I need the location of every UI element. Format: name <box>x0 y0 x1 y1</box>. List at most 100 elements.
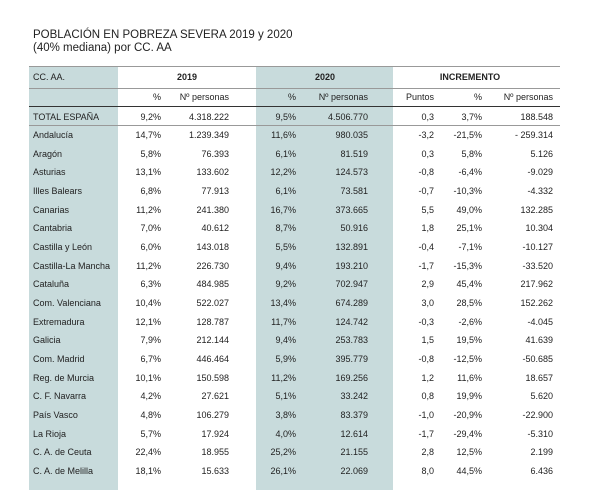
cell: 10,4% <box>135 298 161 309</box>
cell: 980.035 <box>335 130 368 140</box>
cell: 212.144 <box>196 335 229 346</box>
cell: 9,4% <box>275 260 296 271</box>
sub-header: Nº personas <box>503 92 553 102</box>
row-label: Reg. de Murcia <box>33 372 95 383</box>
row-label: Com. Madrid <box>33 354 85 365</box>
row-label: Extremadura <box>33 316 85 327</box>
cell: 22,4% <box>135 447 161 458</box>
cell: 26,1% <box>270 466 296 477</box>
cell: -12,5% <box>453 354 482 365</box>
cell: 7,0% <box>140 223 161 234</box>
cell: 22.069 <box>340 466 368 477</box>
cell: 5.620 <box>530 391 553 402</box>
cell: 16,7% <box>270 204 296 215</box>
cell: -0,4 <box>418 242 434 253</box>
cell: -21,5% <box>453 130 482 140</box>
row-label: Andalucía <box>33 130 74 140</box>
cell: 6,0% <box>140 242 161 253</box>
cell: 6,1% <box>275 186 296 196</box>
cell: 5,5 <box>421 204 434 215</box>
cell: -10,3% <box>453 186 482 196</box>
cell: 6,1% <box>275 148 296 159</box>
cell: -1,7 <box>418 428 434 439</box>
cell: 11,6% <box>271 130 296 140</box>
row-label: Canarias <box>33 204 70 215</box>
cell: 106.279 <box>196 410 229 421</box>
cell: 4.506.770 <box>327 112 368 122</box>
row-label: Aragón <box>33 148 63 159</box>
cell: 9,2% <box>140 112 161 122</box>
cell: 253.783 <box>335 335 368 346</box>
cell: 76.393 <box>201 148 229 159</box>
cell: 1.239.349 <box>188 130 229 140</box>
cell: -20,9% <box>453 410 482 421</box>
group-header: CC. AA. <box>33 72 66 82</box>
cell: -1,7 <box>418 260 434 271</box>
cell: 18.657 <box>525 372 553 383</box>
cell: -9.029 <box>527 167 553 178</box>
cell: 19,9% <box>456 391 482 402</box>
cell: 1,2 <box>421 372 434 383</box>
row-label: Com. Valenciana <box>33 298 101 309</box>
cell: 12,5% <box>456 447 482 458</box>
cell: 5,1% <box>275 391 296 402</box>
cell: 2.199 <box>530 447 553 458</box>
cell: -3,2 <box>418 130 434 140</box>
cell: 44,5% <box>456 466 482 477</box>
cell: 9,5% <box>275 112 296 122</box>
row-label: Cantabria <box>33 223 73 234</box>
cell: 226.730 <box>196 260 229 271</box>
cell: 45,4% <box>456 279 482 290</box>
cell: 3,8% <box>275 410 296 421</box>
band-label <box>29 66 118 490</box>
cell: 10.304 <box>525 223 553 234</box>
cell: -6,4% <box>458 167 482 178</box>
cell: 0,8 <box>421 391 434 402</box>
row-label: TOTAL ESPAÑA <box>33 112 100 122</box>
row-label: País Vasco <box>33 410 78 421</box>
sub-header: Nº personas <box>318 92 368 102</box>
sub-header: Nº personas <box>179 92 229 102</box>
cell: 11,2% <box>271 372 296 383</box>
cell: 19,5% <box>456 335 482 346</box>
sub-header: % <box>473 92 482 102</box>
cell: 0,3 <box>421 112 434 122</box>
cell: 18,1% <box>135 466 161 477</box>
cell: -0,8 <box>418 354 434 365</box>
rule <box>29 125 560 126</box>
cell: 2,8 <box>421 447 434 458</box>
cell: 124.742 <box>335 316 368 327</box>
group-header: 2020 <box>314 72 336 82</box>
cell: 14,7% <box>135 130 161 140</box>
cell: 169.256 <box>335 372 368 383</box>
cell: 2,9 <box>421 279 434 290</box>
cell: 128.787 <box>196 316 229 327</box>
cell: -33.520 <box>522 260 553 271</box>
cell: 12,2% <box>270 167 296 178</box>
cell: 133.602 <box>196 167 229 178</box>
cell: 11,7% <box>271 316 296 327</box>
cell: 11,2% <box>136 204 161 215</box>
cell: 241.380 <box>196 204 229 215</box>
cell: 9,4% <box>275 335 296 346</box>
group-header: 2019 <box>176 72 198 82</box>
row-label: Cataluña <box>33 279 70 290</box>
cell: 188.548 <box>520 112 553 122</box>
rule <box>29 66 560 67</box>
cell: 12.614 <box>340 428 368 439</box>
cell: -29,4% <box>453 428 482 439</box>
cell: -0,7 <box>418 186 434 196</box>
sub-header: % <box>152 92 161 102</box>
cell: 49,0% <box>456 204 482 215</box>
cell: 4,0% <box>275 428 296 439</box>
cell: 83.379 <box>340 410 368 421</box>
cell: 4,2% <box>140 391 161 402</box>
cell: 1,8 <box>421 223 434 234</box>
cell: 150.598 <box>196 372 229 383</box>
cell: 395.779 <box>335 354 368 365</box>
cell: 152.262 <box>520 298 553 309</box>
cell: 132.891 <box>335 242 368 253</box>
cell: 484.985 <box>196 279 229 290</box>
cell: 5,8% <box>461 148 482 159</box>
